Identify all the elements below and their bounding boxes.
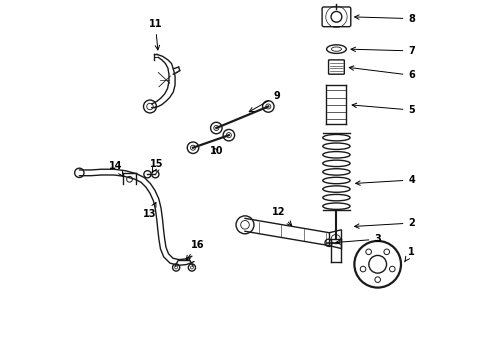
Text: 10: 10 <box>210 146 223 156</box>
Text: 14: 14 <box>109 161 123 176</box>
Ellipse shape <box>326 45 346 53</box>
Text: 7: 7 <box>351 46 415 56</box>
Text: 12: 12 <box>272 207 292 226</box>
Text: 2: 2 <box>355 218 415 228</box>
Circle shape <box>152 171 159 178</box>
Text: 6: 6 <box>349 66 415 80</box>
Circle shape <box>214 126 219 131</box>
Text: 9: 9 <box>249 91 281 112</box>
Circle shape <box>147 103 153 110</box>
Circle shape <box>241 221 249 229</box>
Text: 5: 5 <box>352 103 415 115</box>
Circle shape <box>360 266 366 272</box>
Circle shape <box>366 249 371 255</box>
Circle shape <box>236 216 254 234</box>
Text: 8: 8 <box>355 14 415 24</box>
Circle shape <box>144 100 156 113</box>
Circle shape <box>223 130 235 141</box>
FancyBboxPatch shape <box>329 60 344 74</box>
Text: 11: 11 <box>148 19 162 50</box>
Circle shape <box>175 266 177 269</box>
Circle shape <box>384 249 390 255</box>
Text: 15: 15 <box>150 159 164 172</box>
Ellipse shape <box>331 47 342 51</box>
Text: 3: 3 <box>336 234 381 244</box>
Circle shape <box>263 101 274 112</box>
Text: 1: 1 <box>405 247 415 262</box>
Circle shape <box>331 234 341 244</box>
Circle shape <box>187 142 199 153</box>
Circle shape <box>172 264 180 271</box>
Circle shape <box>325 239 332 246</box>
Text: 4: 4 <box>356 175 415 185</box>
Circle shape <box>354 241 401 288</box>
FancyBboxPatch shape <box>322 7 351 27</box>
Text: 13: 13 <box>143 202 157 219</box>
Circle shape <box>390 266 395 272</box>
Circle shape <box>369 255 387 273</box>
Circle shape <box>211 122 222 134</box>
Circle shape <box>331 12 342 22</box>
Circle shape <box>191 145 196 150</box>
Circle shape <box>266 104 271 109</box>
Circle shape <box>375 277 380 283</box>
Circle shape <box>226 133 231 138</box>
Circle shape <box>188 264 196 271</box>
Text: 16: 16 <box>186 239 204 260</box>
Circle shape <box>144 171 151 178</box>
Circle shape <box>191 266 194 269</box>
Circle shape <box>126 176 132 182</box>
Circle shape <box>74 168 84 177</box>
